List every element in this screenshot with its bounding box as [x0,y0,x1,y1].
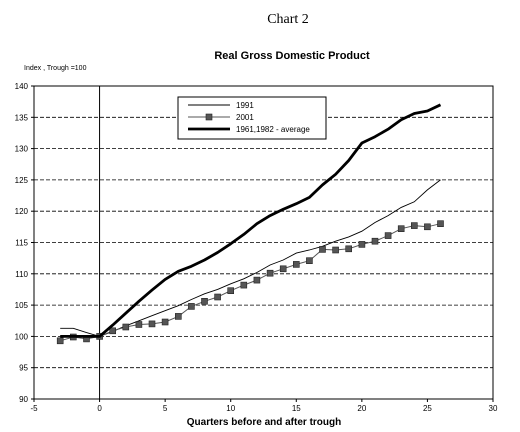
series-point-2001 [345,245,353,253]
legend: 1991 2001 1961,1982 - average [177,96,327,140]
series-point-2001 [135,321,143,328]
series-point-2001 [227,287,234,295]
x-tick-label: 15 [292,404,301,413]
x-tick-label: 5 [163,404,168,413]
series-line-2001 [60,223,441,342]
y-axis-caption: Index , Trough =100 [24,65,87,72]
series-point-2001 [319,246,326,253]
y-tick-label: 130 [15,145,29,154]
legend-box [177,96,327,140]
y-tick-label: 100 [15,332,29,341]
legend-marker-2001 [205,113,213,121]
chart-number: Chart 2 [267,12,309,27]
series-point-2001 [240,281,248,289]
y-tick-label: 105 [15,301,29,310]
series-point-2001 [358,241,366,248]
y-tick-label: 90 [19,395,28,404]
grid-lines [34,116,493,369]
series-point-2001 [279,265,287,273]
series-line-1991 [60,179,441,337]
data-series [56,103,444,345]
x-tick-label: -5 [30,404,38,413]
series-point-2001 [306,257,313,265]
series-point-2001 [424,223,431,231]
series-point-2001 [397,225,405,232]
series-point-2001 [410,222,418,229]
series-point-2001 [148,320,156,328]
x-tick-label: 30 [489,404,498,413]
x-tick-label: 25 [423,404,432,413]
series-point-2001 [201,297,208,305]
series-point-2001 [371,237,379,245]
x-tick-label: 10 [226,404,235,413]
series-point-2001 [292,261,300,268]
x-tick-label: 20 [357,404,366,413]
series-point-2001 [161,318,169,326]
axes: 90 95 100 105 110 115 120 125 130 135 140 -5 0 5 10 15 2… [15,82,498,413]
x-axis-label: Quarters before and after trough [187,417,341,428]
series-line-average [60,103,442,338]
legend-label: 2001 [236,113,254,122]
series-point-2001 [188,303,195,310]
series-point-2001 [214,293,221,301]
series-point-2001 [56,337,64,345]
x-tick-label: 0 [97,404,102,413]
y-tick-label: 115 [15,239,28,248]
y-tick-label: 120 [15,207,29,216]
series-point-2001 [437,220,444,227]
chart-title: Real Gross Domestic Product [214,50,370,62]
series-point-2001 [266,269,274,277]
series-point-2001 [175,313,182,320]
y-tick-label: 95 [19,364,28,373]
legend-label: 1961,1982 - average [236,125,310,134]
series-point-2001 [109,327,116,335]
y-tick-label: 140 [15,82,29,91]
legend-label: 1991 [236,101,254,110]
y-tick-label: 110 [15,270,28,279]
y-tick-label: 135 [15,113,29,122]
series-point-2001 [253,276,261,284]
series-point-2001 [332,246,339,254]
series-point-2001 [384,232,392,239]
series-point-2001 [122,323,130,331]
y-tick-label: 125 [15,176,29,185]
